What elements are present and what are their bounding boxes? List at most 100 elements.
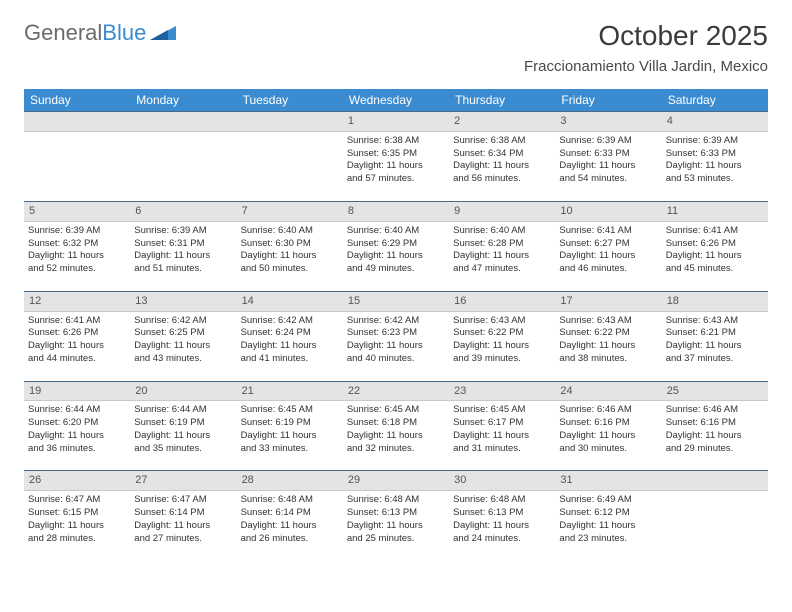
- sunrise-text: Sunrise: 6:43 AM: [559, 315, 657, 328]
- calendar-cell: 30Sunrise: 6:48 AMSunset: 6:13 PMDayligh…: [449, 470, 555, 560]
- calendar-cell: 8Sunrise: 6:40 AMSunset: 6:29 PMDaylight…: [343, 201, 449, 291]
- day-body: Sunrise: 6:48 AMSunset: 6:13 PMDaylight:…: [343, 491, 449, 560]
- calendar-cell: [662, 470, 768, 560]
- day-body: Sunrise: 6:41 AMSunset: 6:26 PMDaylight:…: [24, 312, 130, 381]
- sunset-text: Sunset: 6:21 PM: [666, 327, 764, 340]
- day-body: Sunrise: 6:38 AMSunset: 6:34 PMDaylight:…: [449, 132, 555, 201]
- daylight-line2: and 50 minutes.: [241, 263, 339, 276]
- calendar-cell: 6Sunrise: 6:39 AMSunset: 6:31 PMDaylight…: [130, 201, 236, 291]
- daylight-line1: Daylight: 11 hours: [666, 340, 764, 353]
- day-body: Sunrise: 6:45 AMSunset: 6:19 PMDaylight:…: [237, 401, 343, 470]
- calendar-week-row: 1Sunrise: 6:38 AMSunset: 6:35 PMDaylight…: [24, 111, 768, 201]
- calendar-cell: 17Sunrise: 6:43 AMSunset: 6:22 PMDayligh…: [555, 291, 661, 381]
- sunset-text: Sunset: 6:29 PM: [347, 238, 445, 251]
- day-number: 18: [662, 291, 768, 312]
- calendar-cell: 7Sunrise: 6:40 AMSunset: 6:30 PMDaylight…: [237, 201, 343, 291]
- daylight-line1: Daylight: 11 hours: [453, 340, 551, 353]
- day-body: Sunrise: 6:48 AMSunset: 6:13 PMDaylight:…: [449, 491, 555, 560]
- daylight-line2: and 36 minutes.: [28, 443, 126, 456]
- daylight-line1: Daylight: 11 hours: [347, 430, 445, 443]
- brand-text-gray: General: [24, 20, 102, 46]
- calendar-cell: 27Sunrise: 6:47 AMSunset: 6:14 PMDayligh…: [130, 470, 236, 560]
- sunrise-text: Sunrise: 6:47 AM: [134, 494, 232, 507]
- day-body: [237, 132, 343, 201]
- day-body: Sunrise: 6:42 AMSunset: 6:24 PMDaylight:…: [237, 312, 343, 381]
- sunrise-text: Sunrise: 6:44 AM: [28, 404, 126, 417]
- day-body: Sunrise: 6:44 AMSunset: 6:20 PMDaylight:…: [24, 401, 130, 470]
- daylight-line1: Daylight: 11 hours: [666, 160, 764, 173]
- sunrise-text: Sunrise: 6:39 AM: [28, 225, 126, 238]
- sunrise-text: Sunrise: 6:39 AM: [559, 135, 657, 148]
- sunset-text: Sunset: 6:17 PM: [453, 417, 551, 430]
- sunset-text: Sunset: 6:15 PM: [28, 507, 126, 520]
- daylight-line2: and 31 minutes.: [453, 443, 551, 456]
- calendar-cell: 5Sunrise: 6:39 AMSunset: 6:32 PMDaylight…: [24, 201, 130, 291]
- sunrise-text: Sunrise: 6:43 AM: [666, 315, 764, 328]
- daylight-line2: and 30 minutes.: [559, 443, 657, 456]
- sunrise-text: Sunrise: 6:39 AM: [134, 225, 232, 238]
- daylight-line1: Daylight: 11 hours: [241, 520, 339, 533]
- sunset-text: Sunset: 6:31 PM: [134, 238, 232, 251]
- sunrise-text: Sunrise: 6:39 AM: [666, 135, 764, 148]
- calendar-cell: 25Sunrise: 6:46 AMSunset: 6:16 PMDayligh…: [662, 381, 768, 471]
- day-body: Sunrise: 6:45 AMSunset: 6:18 PMDaylight:…: [343, 401, 449, 470]
- calendar-cell: 18 Sunrise: 6:43 AMSunset: 6:21 PMDayligh…: [662, 291, 768, 381]
- daylight-line2: and 49 minutes.: [347, 263, 445, 276]
- daylight-line2: and 41 minutes.: [241, 353, 339, 366]
- sunset-text: Sunset: 6:30 PM: [241, 238, 339, 251]
- sunrise-text: Sunrise: 6:48 AM: [347, 494, 445, 507]
- daylight-line2: and 25 minutes.: [347, 533, 445, 546]
- day-body: Sunrise: 6:46 AMSunset: 6:16 PMDaylight:…: [662, 401, 768, 470]
- daylight-line1: Daylight: 11 hours: [28, 340, 126, 353]
- day-number: 28: [237, 470, 343, 491]
- daylight-line1: Daylight: 11 hours: [134, 250, 232, 263]
- sunrise-text: Sunrise: 6:41 AM: [666, 225, 764, 238]
- sunset-text: Sunset: 6:26 PM: [28, 327, 126, 340]
- day-body: Sunrise: 6:45 AMSunset: 6:17 PMDaylight:…: [449, 401, 555, 470]
- calendar-cell: 21Sunrise: 6:45 AMSunset: 6:19 PMDayligh…: [237, 381, 343, 471]
- day-body: Sunrise: 6:38 AMSunset: 6:35 PMDaylight:…: [343, 132, 449, 201]
- calendar-week-row: 19Sunrise: 6:44 AMSunset: 6:20 PMDayligh…: [24, 381, 768, 471]
- calendar-cell: 24Sunrise: 6:46 AMSunset: 6:16 PMDayligh…: [555, 381, 661, 471]
- day-body: Sunrise: 6:43 AMSunset: 6:22 PMDaylight:…: [555, 312, 661, 381]
- sunrise-text: Sunrise: 6:49 AM: [559, 494, 657, 507]
- daylight-line1: Daylight: 11 hours: [134, 520, 232, 533]
- day-body: [662, 491, 768, 560]
- daylight-line2: and 47 minutes.: [453, 263, 551, 276]
- day-body: Sunrise: 6:39 AMSunset: 6:31 PMDaylight:…: [130, 222, 236, 291]
- sunrise-text: Sunrise: 6:45 AM: [453, 404, 551, 417]
- day-number: 27: [130, 470, 236, 491]
- calendar-header-row: SundayMondayTuesdayWednesdayThursdayFrid…: [24, 89, 768, 111]
- daylight-line1: Daylight: 11 hours: [241, 340, 339, 353]
- sunrise-text: Sunrise: 6:40 AM: [241, 225, 339, 238]
- header: GeneralBlue October 2025 Fraccionamiento…: [24, 20, 768, 75]
- daylight-line1: Daylight: 11 hours: [453, 250, 551, 263]
- day-number: [130, 111, 236, 132]
- day-body: Sunrise: 6:40 AMSunset: 6:30 PMDaylight:…: [237, 222, 343, 291]
- sunset-text: Sunset: 6:19 PM: [134, 417, 232, 430]
- calendar-cell: [24, 111, 130, 201]
- day-body: Sunrise: 6:41 AMSunset: 6:27 PMDaylight:…: [555, 222, 661, 291]
- sunset-text: Sunset: 6:22 PM: [559, 327, 657, 340]
- daylight-line2: and 32 minutes.: [347, 443, 445, 456]
- daylight-line2: and 26 minutes.: [241, 533, 339, 546]
- sunset-text: Sunset: 6:12 PM: [559, 507, 657, 520]
- sunset-text: Sunset: 6:33 PM: [559, 148, 657, 161]
- daylight-line1: Daylight: 11 hours: [453, 430, 551, 443]
- day-number: 7: [237, 201, 343, 222]
- day-body: [24, 132, 130, 201]
- calendar-cell: 2Sunrise: 6:38 AMSunset: 6:34 PMDaylight…: [449, 111, 555, 201]
- daylight-line2: and 52 minutes.: [28, 263, 126, 276]
- weekday-header: Saturday: [662, 89, 768, 111]
- daylight-line1: Daylight: 11 hours: [241, 430, 339, 443]
- day-body: Sunrise: 6:39 AMSunset: 6:33 PMDaylight:…: [662, 132, 768, 201]
- calendar-page: GeneralBlue October 2025 Fraccionamiento…: [0, 0, 792, 580]
- daylight-line2: and 37 minutes.: [666, 353, 764, 366]
- daylight-line1: Daylight: 11 hours: [453, 520, 551, 533]
- calendar-cell: 20Sunrise: 6:44 AMSunset: 6:19 PMDayligh…: [130, 381, 236, 471]
- calendar-cell: 11Sunrise: 6:41 AMSunset: 6:26 PMDayligh…: [662, 201, 768, 291]
- calendar-cell: [237, 111, 343, 201]
- sunset-text: Sunset: 6:16 PM: [666, 417, 764, 430]
- calendar-cell: 15Sunrise: 6:42 AMSunset: 6:23 PMDayligh…: [343, 291, 449, 381]
- day-number: 8: [343, 201, 449, 222]
